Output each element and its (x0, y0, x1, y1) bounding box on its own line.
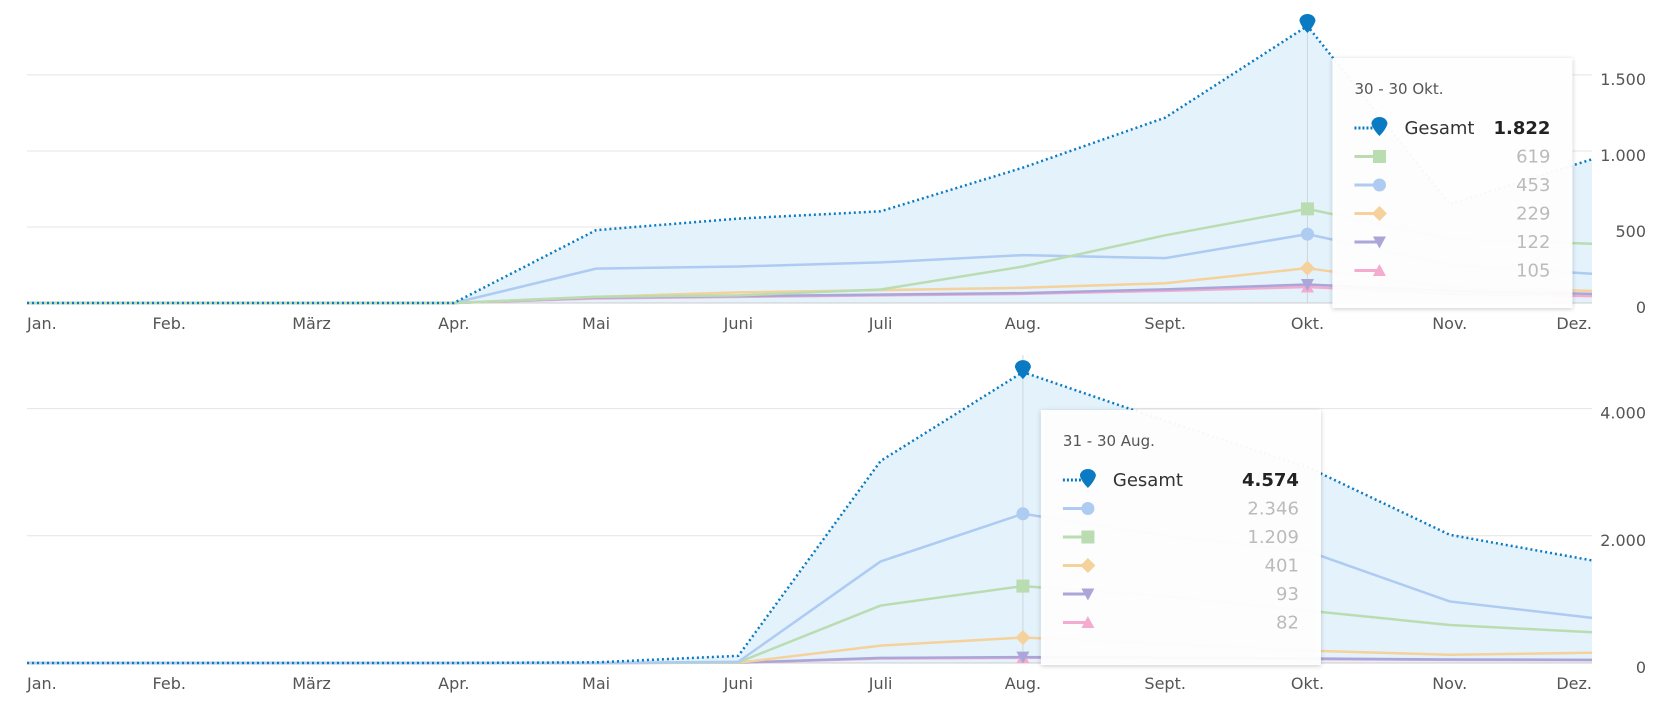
x-tick-label: Sept. (1144, 674, 1186, 693)
tooltip-value: 122 (1516, 232, 1550, 253)
tooltip: 30 - 30 Okt. Gesamt 1.822 619 453 229 122 105 (1332, 58, 1573, 308)
y-tick-label: 0 (1636, 298, 1646, 317)
x-tick-label: März (292, 674, 331, 693)
x-tick-label: Sept. (1144, 314, 1186, 333)
marker (1081, 530, 1095, 544)
tooltip-value: 1.822 (1494, 118, 1551, 139)
x-tick-label: Juni (723, 674, 753, 693)
line (27, 24, 1593, 305)
y-tick-label: 1.500 (1600, 70, 1646, 89)
marker (1079, 469, 1096, 488)
y-tick-label: 2.000 (1600, 531, 1646, 550)
tooltip-value: 82 (1276, 613, 1299, 634)
x-tick-label: Nov. (1432, 674, 1467, 693)
x-tick-label: Dez. (1556, 674, 1592, 693)
marker (1300, 278, 1314, 291)
tooltip-title: 31 - 30 Aug. (1063, 432, 1155, 450)
x-tick-label: Jan. (26, 314, 57, 333)
x-tick-label: Juli (868, 314, 893, 333)
marker (1081, 588, 1095, 601)
tooltip: 31 - 30 Aug. Gesamt 4.574 2.346 1.209 401 93 82 (1040, 410, 1321, 665)
x-tick-label: Okt. (1291, 314, 1324, 333)
tooltip-value: 1.209 (1247, 527, 1299, 548)
x-tick-label: März (292, 314, 331, 333)
marker (1016, 579, 1030, 593)
area (27, 25, 1592, 303)
x-tick-label: Apr. (438, 314, 469, 333)
marker (1081, 502, 1095, 515)
marker (1371, 206, 1387, 221)
marker (1016, 507, 1030, 521)
marker (1371, 117, 1388, 136)
tooltip-value: 453 (1516, 175, 1550, 196)
legend-label: Gesamt (1113, 470, 1183, 491)
tooltip-title: 30 - 30 Okt. (1354, 80, 1443, 98)
marker (1014, 360, 1031, 380)
tooltip-value: 619 (1516, 147, 1550, 168)
tooltip-value: 105 (1516, 261, 1550, 282)
x-tick-label: Aug. (1005, 314, 1041, 333)
tooltip-box (1332, 58, 1573, 308)
legend-label: Gesamt (1404, 118, 1474, 139)
marker (1372, 264, 1386, 276)
tooltip-value: 4.574 (1242, 470, 1299, 491)
marker (1372, 178, 1386, 192)
x-tick-label: Juli (868, 674, 893, 693)
y-tick-label: 500 (1615, 222, 1646, 241)
marker (1300, 202, 1314, 216)
x-tick-label: Nov. (1432, 314, 1467, 333)
tooltip-value: 229 (1516, 204, 1550, 225)
marker (1299, 260, 1315, 276)
marker (1372, 236, 1386, 249)
marker (1300, 227, 1314, 241)
y-tick-label: 0 (1636, 658, 1646, 677)
x-tick-label: Dez. (1556, 314, 1592, 333)
x-tick-label: Apr. (438, 674, 469, 693)
x-tick-label: Feb. (153, 674, 186, 693)
y-tick-label: 1.000 (1600, 146, 1646, 165)
x-tick-label: Jan. (26, 674, 57, 693)
marker (1016, 651, 1030, 664)
marker (1081, 616, 1095, 628)
tooltip-value: 401 (1265, 556, 1299, 577)
marker (1015, 629, 1031, 645)
x-tick-label: Aug. (1005, 674, 1041, 693)
x-tick-label: Mai (582, 674, 610, 693)
marker (1299, 13, 1316, 33)
area (27, 372, 1592, 663)
x-tick-label: Mai (582, 314, 610, 333)
tooltip-value: 93 (1276, 584, 1299, 605)
marker (1080, 558, 1096, 573)
marker (1372, 150, 1386, 163)
x-tick-label: Juni (723, 314, 753, 333)
y-tick-label: 4.000 (1600, 404, 1646, 423)
tooltip-value: 2.346 (1247, 499, 1299, 520)
x-tick-label: Feb. (153, 314, 186, 333)
line (27, 370, 1593, 665)
x-tick-label: Okt. (1291, 674, 1324, 693)
